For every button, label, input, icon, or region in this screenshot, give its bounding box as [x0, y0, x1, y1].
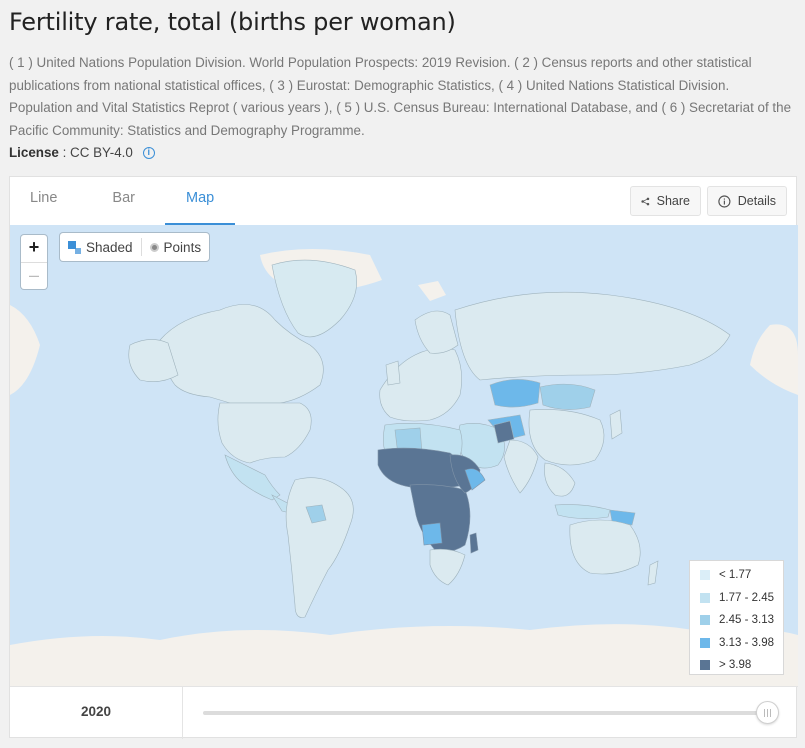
legend-label: 1.77 - 2.45	[719, 591, 774, 604]
shaded-icon	[68, 240, 81, 254]
year-timeline: 2020	[10, 686, 798, 739]
legend-item: 3.13 - 3.98	[690, 632, 783, 655]
source-notes: ( 1 ) United Nations Population Division…	[9, 55, 792, 138]
legend-swatch	[700, 637, 710, 648]
svalbard	[418, 281, 446, 301]
details-label: Details	[737, 194, 776, 208]
uk	[385, 360, 401, 386]
tab-map[interactable]: Map	[165, 177, 236, 225]
southern-africa	[429, 548, 466, 586]
greenland	[271, 259, 357, 338]
south-america	[285, 477, 354, 618]
tab-line[interactable]: Line	[30, 190, 58, 206]
horn-of-africa	[464, 468, 486, 491]
mongolia	[539, 383, 596, 410]
nz-far-right	[750, 324, 798, 395]
info-circle-icon	[718, 194, 731, 208]
chart-card: Line Bar Map Share Details	[9, 176, 798, 739]
shaded-label: Shaded	[86, 239, 133, 255]
europe	[379, 348, 462, 422]
world-map[interactable]: + – Shaded Points	[10, 225, 798, 686]
usa	[217, 402, 312, 464]
license-label: License	[9, 145, 59, 160]
grip-line	[770, 708, 771, 717]
legend-item: < 1.77	[690, 564, 783, 587]
legend-item: 1.77 - 2.45	[690, 587, 783, 610]
china	[528, 409, 605, 466]
grip-line	[767, 708, 768, 717]
timeline-track[interactable]	[203, 711, 769, 715]
page-title: Fertility rate, total (births per woman)	[9, 8, 456, 36]
left-edge-land	[10, 305, 40, 395]
timeline-handle[interactable]	[756, 701, 779, 724]
license-value: : CC BY-4.0	[58, 145, 133, 160]
legend-label: < 1.77	[719, 569, 752, 582]
kazakhstan	[489, 379, 541, 408]
map-mode-toggle: Shaded Points	[60, 233, 210, 261]
afghanistan	[493, 420, 515, 444]
alaska	[128, 339, 179, 382]
japan	[609, 409, 623, 440]
antarctica	[10, 624, 798, 686]
bolivia	[305, 504, 327, 524]
info-icon[interactable]: i	[142, 146, 155, 159]
legend-item: 2.45 - 3.13	[690, 609, 783, 632]
map-legend: < 1.77 1.77 - 2.45 2.45 - 3.13 3.13 - 3.…	[689, 560, 784, 675]
russia	[454, 291, 731, 381]
details-button[interactable]: Details	[707, 186, 787, 216]
shaded-mode-option[interactable]: Shaded	[60, 233, 141, 261]
zoom-out-button[interactable]: –	[21, 262, 47, 289]
new-zealand	[647, 560, 659, 586]
mode-divider	[140, 238, 142, 256]
legend-label: 2.45 - 3.13	[719, 614, 774, 627]
legend-swatch	[700, 615, 710, 626]
legend-swatch	[700, 592, 710, 603]
share-label: Share	[656, 194, 690, 208]
legend-item: > 3.98	[690, 654, 783, 677]
legend-label: > 3.98	[719, 659, 752, 672]
legend-swatch	[700, 660, 710, 671]
view-tabs: Line Bar Map	[10, 177, 236, 225]
india	[503, 439, 539, 494]
share-icon	[641, 197, 650, 205]
southeast-asia	[544, 462, 576, 497]
australia	[569, 519, 641, 575]
points-icon	[149, 242, 159, 252]
selected-year: 2020	[10, 687, 183, 739]
license: License : CC BY-4.0 i	[9, 145, 155, 160]
angola-zambia	[421, 522, 443, 546]
tab-bar[interactable]: Bar	[112, 190, 135, 206]
grip-line	[764, 708, 765, 717]
share-button[interactable]: Share	[630, 186, 701, 216]
points-mode-option[interactable]: Points	[142, 233, 210, 261]
legend-label: 3.13 - 3.98	[719, 636, 774, 649]
zoom-in-button[interactable]: +	[28, 237, 40, 257]
points-label: Points	[163, 239, 202, 255]
canada	[159, 304, 324, 404]
legend-swatch	[700, 570, 710, 581]
madagascar	[469, 532, 479, 554]
scandinavia	[414, 310, 459, 354]
indonesia	[554, 504, 611, 519]
zoom-control: + –	[21, 235, 47, 289]
world-map-canvas	[10, 249, 798, 686]
